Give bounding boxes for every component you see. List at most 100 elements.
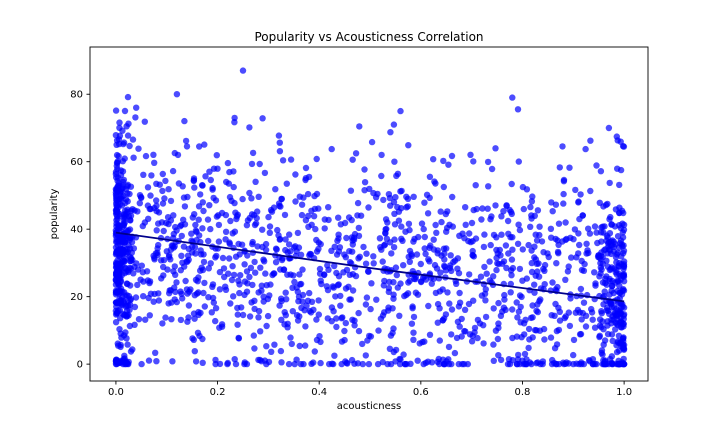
data-point	[212, 360, 219, 368]
data-point	[479, 205, 486, 212]
data-point	[589, 316, 596, 323]
data-point	[544, 250, 551, 257]
data-point	[195, 203, 203, 210]
data-point	[121, 352, 128, 359]
data-point	[548, 234, 555, 241]
data-point	[385, 288, 392, 296]
data-point	[523, 186, 531, 193]
data-point	[246, 189, 253, 197]
data-point	[349, 156, 356, 163]
data-point	[249, 281, 256, 289]
x-tick-label: 1.0	[616, 387, 632, 398]
data-point	[178, 252, 185, 259]
data-point	[549, 279, 556, 286]
data-point	[362, 352, 369, 359]
data-point	[527, 203, 534, 211]
data-point	[159, 170, 166, 178]
data-point	[207, 260, 214, 267]
data-point	[587, 137, 594, 144]
data-point	[514, 314, 521, 321]
data-point	[591, 223, 599, 230]
data-point	[604, 304, 611, 312]
data-point	[454, 265, 461, 272]
data-point	[341, 327, 348, 335]
data-point	[222, 228, 230, 235]
data-point	[606, 179, 613, 187]
data-point	[281, 211, 289, 219]
data-point	[165, 253, 173, 261]
data-point	[598, 310, 605, 317]
data-point	[297, 360, 305, 368]
data-point	[421, 233, 428, 241]
data-point	[206, 202, 213, 209]
data-point	[259, 226, 266, 233]
data-point	[263, 322, 270, 330]
data-point	[165, 186, 172, 193]
data-point	[453, 280, 460, 287]
data-point	[486, 277, 493, 284]
data-point	[294, 229, 302, 237]
data-point	[568, 254, 575, 261]
data-point	[116, 119, 123, 126]
data-point	[196, 332, 203, 340]
data-point	[241, 261, 248, 268]
data-point	[503, 264, 510, 272]
data-point	[364, 268, 372, 275]
data-point	[178, 290, 185, 297]
data-point	[480, 322, 487, 329]
data-point	[331, 243, 338, 250]
data-point	[191, 244, 199, 251]
data-point	[527, 223, 534, 230]
data-point	[127, 245, 134, 252]
data-point	[400, 262, 407, 269]
tick-labels: 0.0 0.2 0.4 0.6 0.8 1.0 0 20 40 60 80	[70, 90, 632, 398]
data-point	[286, 231, 293, 238]
data-point	[192, 358, 200, 365]
data-point	[552, 201, 560, 208]
data-point	[238, 241, 246, 248]
data-point	[521, 350, 529, 358]
data-point	[436, 337, 443, 344]
chart-title: Popularity vs Acousticness Correlation	[254, 30, 483, 44]
data-point	[441, 256, 448, 263]
data-point	[155, 220, 162, 227]
data-point	[308, 221, 315, 228]
data-point	[125, 227, 132, 234]
data-point	[204, 216, 212, 223]
data-point	[516, 360, 523, 368]
data-point	[447, 252, 454, 259]
data-point	[392, 194, 399, 201]
data-point	[246, 273, 253, 281]
data-point	[202, 173, 209, 180]
data-point	[213, 213, 221, 220]
data-point	[239, 67, 247, 74]
data-point	[350, 234, 358, 241]
data-point	[120, 176, 128, 184]
data-point	[508, 256, 516, 263]
data-point	[169, 167, 177, 175]
data-point	[402, 228, 409, 235]
data-point	[537, 360, 544, 368]
data-point	[160, 227, 167, 235]
data-point	[535, 273, 543, 280]
data-point	[114, 280, 122, 287]
data-point	[414, 291, 422, 298]
data-point	[379, 258, 386, 265]
data-point	[587, 187, 594, 195]
data-point	[598, 323, 605, 331]
data-point	[227, 217, 234, 225]
data-point	[125, 120, 132, 127]
data-point	[384, 219, 391, 226]
data-point	[256, 160, 263, 168]
data-point	[212, 305, 220, 312]
data-point	[199, 182, 206, 189]
data-point	[254, 208, 261, 215]
data-point	[160, 272, 167, 279]
data-point	[390, 121, 398, 128]
data-point	[586, 357, 593, 364]
data-point	[458, 315, 465, 323]
data-point	[432, 221, 439, 229]
data-point	[387, 239, 394, 246]
data-point	[614, 165, 621, 172]
data-point	[257, 264, 264, 271]
